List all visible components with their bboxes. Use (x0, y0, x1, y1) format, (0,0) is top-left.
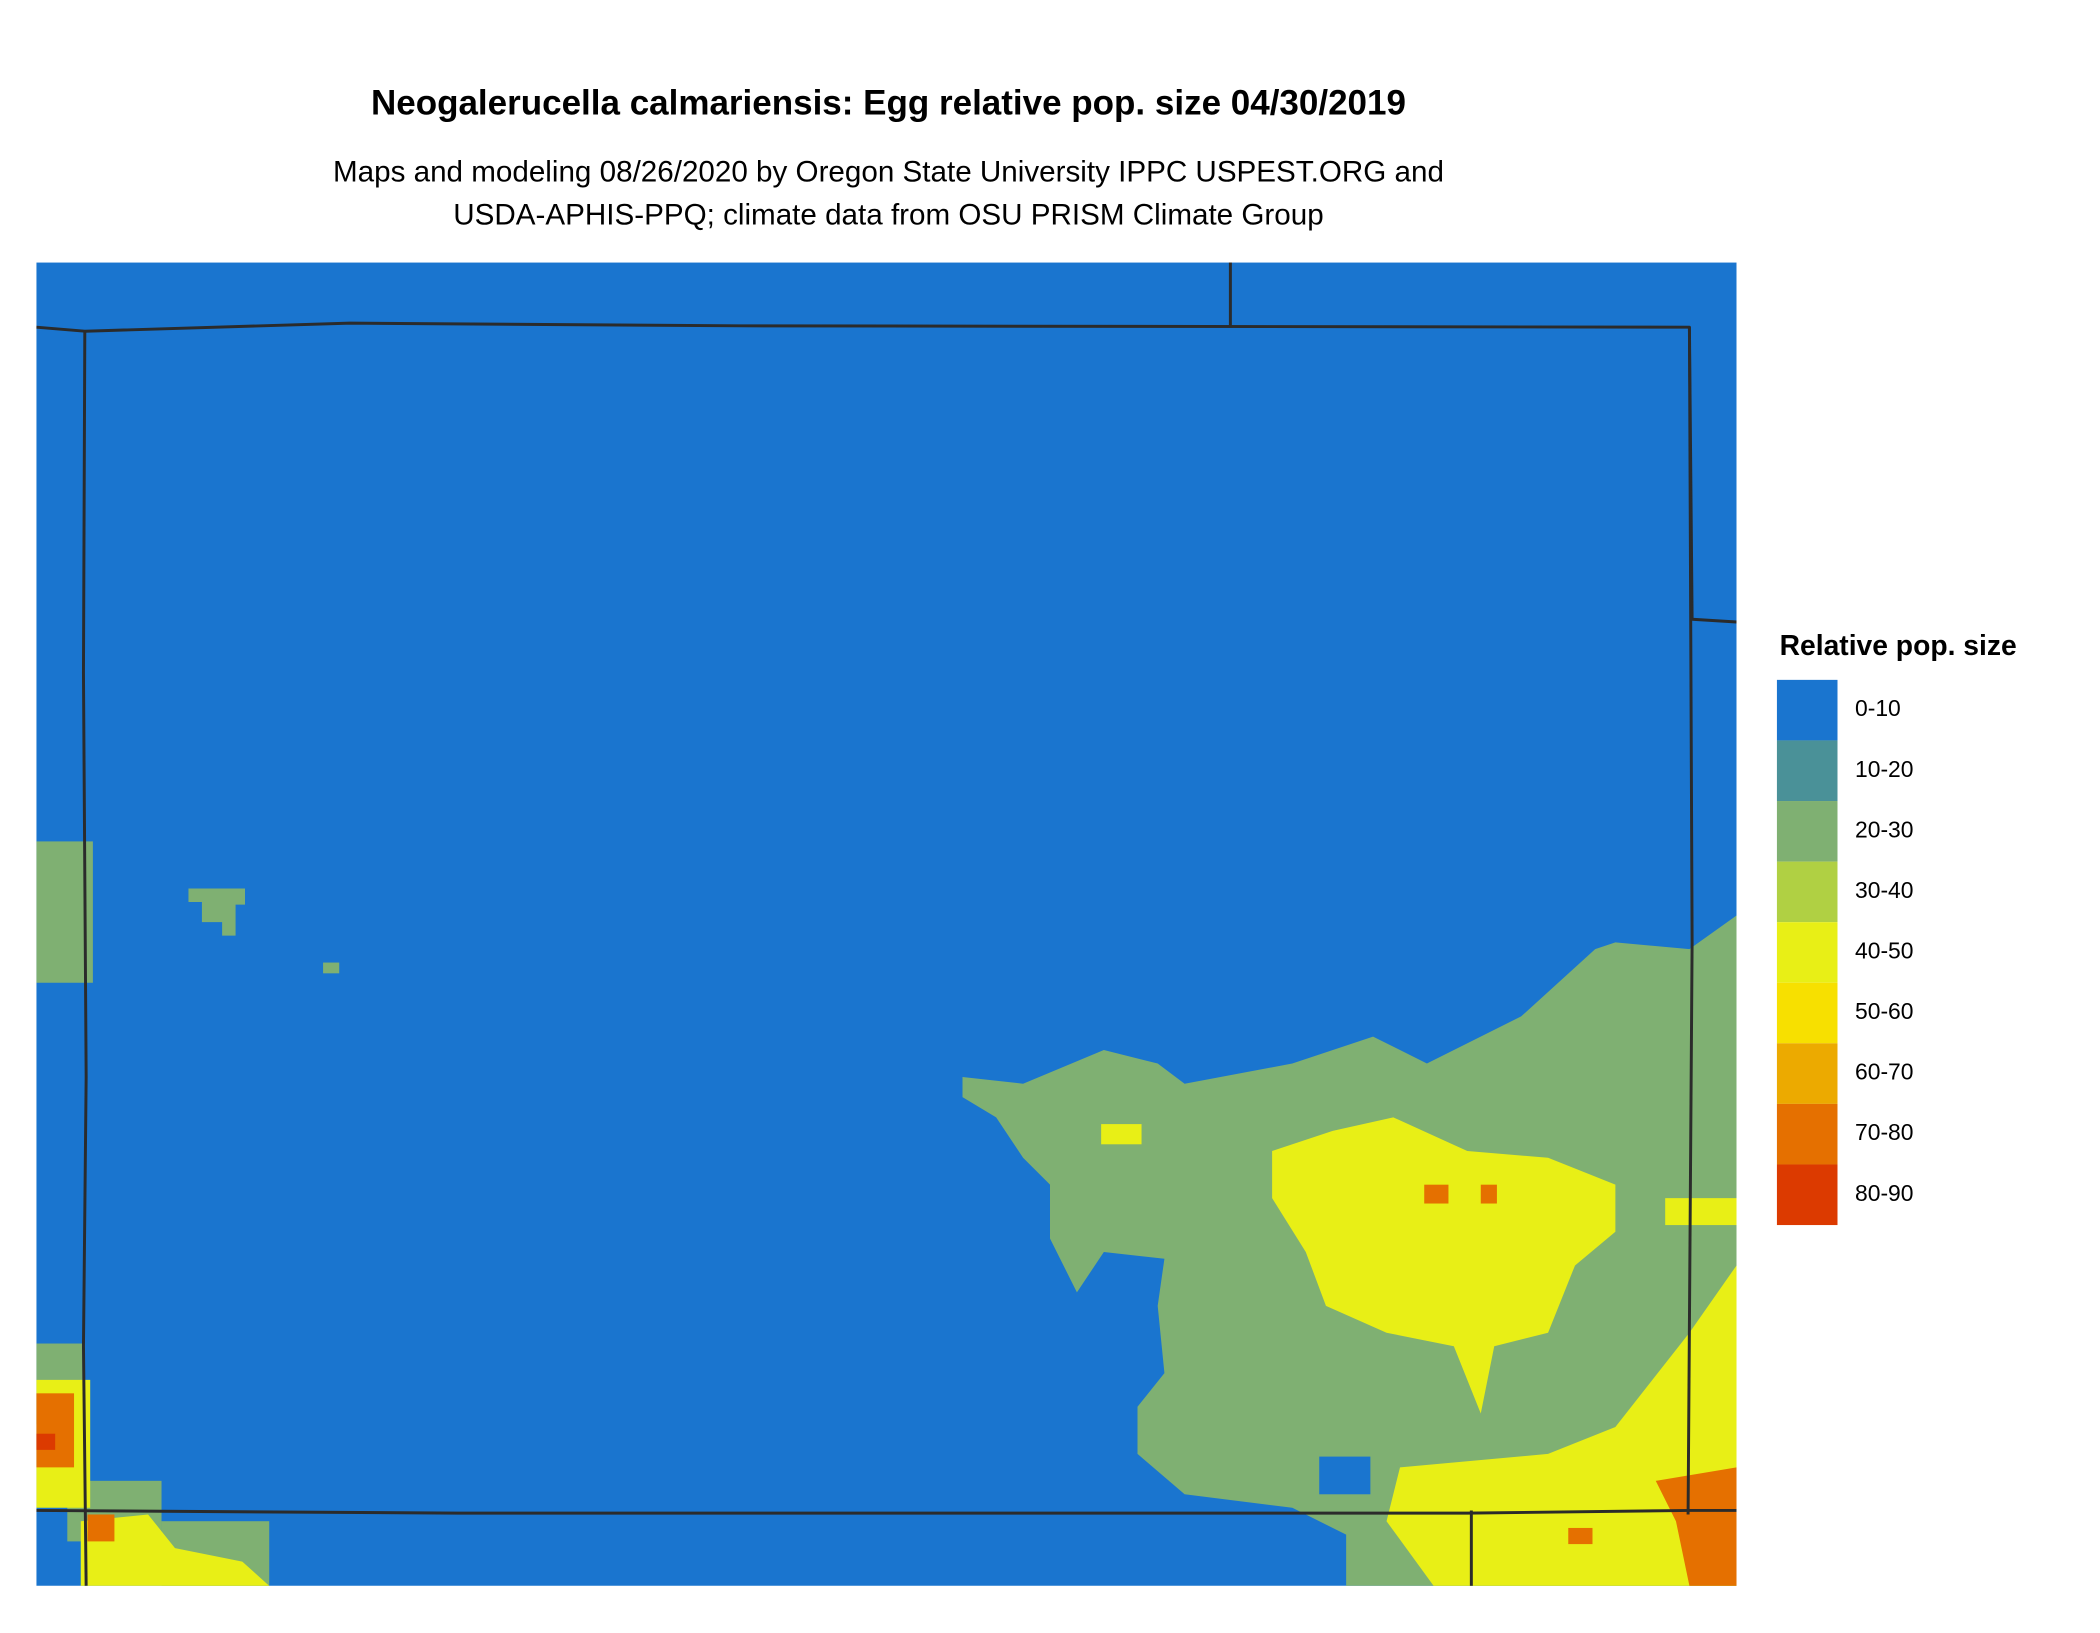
region (1665, 1198, 1737, 1226)
border (36, 1508, 1737, 1515)
region (1101, 1124, 1142, 1145)
legend-swatch (1776, 922, 1838, 983)
region (1568, 1527, 1593, 1545)
legend-label: 20-30 (1855, 816, 1914, 842)
legend-title: Relative pop. size (1780, 629, 2017, 661)
legend-swatch (1776, 1043, 1838, 1104)
subtitle: USDA-APHIS-PPQ; climate data from OSU PR… (453, 199, 1323, 232)
region-70-80 (36, 1184, 1737, 1586)
region (323, 962, 340, 974)
legend-label: 40-50 (1855, 938, 1914, 964)
title: Neogalerucella calmariensis: Egg relativ… (371, 83, 1406, 122)
region (1424, 1184, 1449, 1204)
region-80-90 (36, 1433, 56, 1450)
legend-label: 10-20 (1855, 756, 1914, 782)
legend-swatch (1776, 801, 1838, 862)
region (87, 1514, 115, 1542)
legend-swatch (1776, 1164, 1838, 1226)
subtitle: Maps and modeling 08/26/2020 by Oregon S… (333, 156, 1444, 189)
legend-swatch (1776, 740, 1838, 802)
region (1386, 1265, 1737, 1586)
legend-label: 80-90 (1855, 1180, 1914, 1206)
region (36, 1393, 75, 1468)
legend-label: 30-40 (1855, 877, 1914, 903)
border (1686, 327, 1694, 1515)
legend-label: 60-70 (1855, 1059, 1914, 1085)
region (1272, 1117, 1616, 1414)
legend-swatch (1776, 1103, 1838, 1165)
legend-label: 0-10 (1855, 695, 1901, 721)
region (188, 888, 245, 936)
border (81, 331, 88, 1586)
region (1480, 1184, 1497, 1204)
region (1655, 1467, 1737, 1586)
region-0-10 (1319, 1456, 1371, 1495)
legend-label: 50-60 (1855, 998, 1914, 1024)
legend-label: 70-80 (1855, 1119, 1914, 1145)
region (80, 1514, 270, 1586)
map (36, 262, 1737, 1586)
legend-swatch (1776, 982, 1838, 1044)
legend-swatch (1776, 679, 1838, 741)
legend: 0-10 10-20 20-30 30-40 40-50 50-60 60-70 70-80 8… (1776, 679, 1914, 1226)
borders (36, 262, 1737, 1586)
legend-swatch (1776, 861, 1838, 923)
